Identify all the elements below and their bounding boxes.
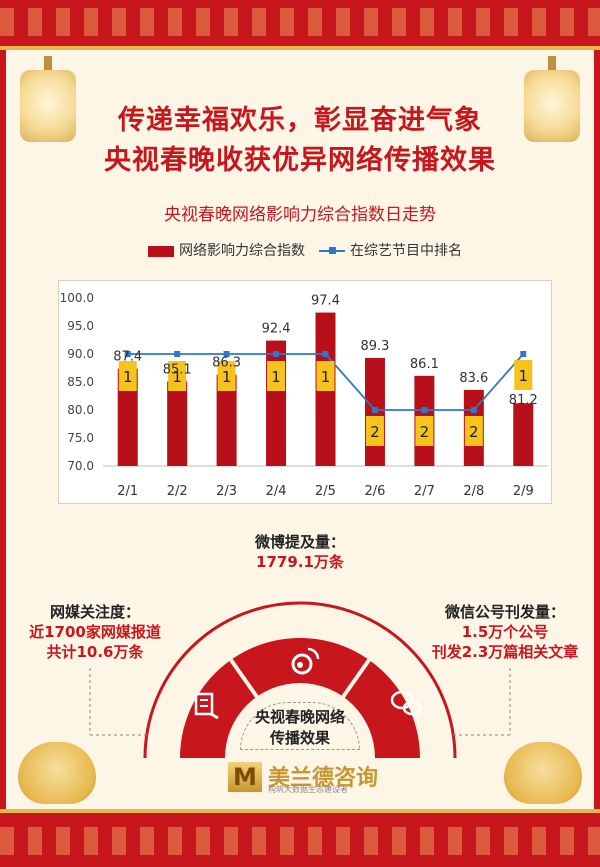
stat-wechat: 微信公号刊发量： 1.5万个公号 刊发2.3万篇相关文章 [415, 602, 595, 662]
x-tick-label: 2/4 [266, 484, 287, 499]
y-tick-label: 90.0 [67, 347, 94, 361]
stat-wechat-line1: 1.5万个公号 [461, 623, 549, 641]
y-tick-label: 80.0 [67, 403, 94, 417]
rank-badge-label: 1 [222, 368, 232, 386]
chart-legend: 网络影响力综合指数 在综艺节目中排名 [148, 240, 462, 260]
stat-weibo: 微博提及量： 1779.1万条 [200, 532, 400, 572]
rank-point [273, 351, 280, 357]
y-tick-label: 95.0 [67, 319, 94, 333]
bottom-border [0, 809, 600, 867]
chart-bar [167, 381, 188, 466]
stat-media-line1: 近1700家网媒报道 [29, 623, 161, 641]
x-tick-label: 2/9 [513, 484, 534, 499]
x-tick-label: 2/1 [117, 484, 138, 499]
y-tick-label: 85.0 [67, 375, 94, 389]
rank-badge [168, 361, 187, 391]
rank-badge [415, 416, 434, 446]
rank-badge [514, 360, 533, 390]
chart-bar [117, 368, 138, 466]
page-title-line1: 传递幸福欢乐，彰显奋进气象 [118, 105, 482, 136]
y-tick-label: 75.0 [67, 431, 94, 445]
x-tick-label: 2/3 [216, 484, 237, 499]
left-border [0, 50, 6, 809]
y-tick-label: 100.0 [60, 291, 94, 305]
rank-point [174, 351, 181, 357]
rank-badge-label: 2 [469, 423, 479, 441]
rank-badge-label: 1 [321, 368, 331, 386]
logo: M 美兰德咨询 构筑大数据生态建设者 [228, 760, 388, 796]
chart-title: 央视春晚网络影响力综合指数日走势 [164, 205, 436, 225]
rank-point [322, 351, 329, 357]
bar-value-label: 86.1 [410, 357, 439, 372]
rank-badge-label: 2 [420, 423, 430, 441]
rank-badge [464, 416, 483, 446]
rank-point [124, 351, 131, 357]
bar-value-label: 89.3 [360, 339, 389, 354]
chart-bar [513, 403, 534, 466]
center-label: 央视春晚网络 传播效果 [240, 702, 360, 750]
rank-badge-label: 1 [123, 368, 133, 386]
center-label-line1: 央视春晚网络 [254, 708, 345, 726]
stat-media-heading: 网媒关注度： [49, 603, 140, 621]
page-title-line2: 央视春晚收获优异网络传播效果 [104, 145, 496, 176]
pig-icon [18, 742, 96, 804]
x-tick-label: 2/7 [414, 484, 435, 499]
report-icon [194, 692, 219, 720]
x-tick-label: 2/6 [364, 484, 385, 499]
rank-badge [118, 361, 137, 391]
rank-point [371, 407, 378, 413]
weibo-icon [291, 647, 320, 675]
stat-wechat-heading: 微信公号刊发量： [444, 603, 565, 621]
rank-badge-label: 1 [271, 368, 281, 386]
rank-point [421, 407, 428, 413]
bar-value-label: 85.1 [163, 362, 192, 377]
rank-badge-label: 2 [370, 423, 380, 441]
wechat-icon [390, 690, 422, 716]
top-border [0, 0, 600, 50]
legend-label-bar: 网络影响力综合指数 [179, 243, 305, 259]
logo-mark: M [228, 762, 262, 792]
right-border [594, 50, 600, 809]
logo-slogan: 构筑大数据生态建设者 [268, 785, 348, 794]
chart-bar [216, 374, 237, 466]
stat-media-line2: 共计10.6万条 [46, 643, 144, 661]
x-tick-label: 2/5 [315, 484, 336, 499]
stat-weibo-value: 1779.1万条 [256, 553, 344, 571]
bar-value-label: 92.4 [262, 322, 291, 337]
rank-badge-label: 1 [172, 368, 182, 386]
rank-badge [267, 361, 286, 391]
bar-value-label: 81.2 [509, 393, 538, 408]
bar-value-label: 87.4 [113, 350, 142, 365]
bar-value-label: 97.4 [311, 294, 340, 309]
rank-point [520, 351, 527, 357]
rank-badge-label: 1 [519, 367, 529, 385]
x-tick-label: 2/2 [167, 484, 188, 499]
legend-label-line: 在综艺节目中排名 [350, 243, 462, 259]
rank-point [470, 407, 477, 413]
rank-badge [365, 416, 384, 446]
x-tick-label: 2/8 [463, 484, 484, 499]
pig-icon [504, 742, 582, 804]
legend-item-bar: 网络影响力综合指数 [148, 240, 305, 260]
chart-svg: 100.0 95.0 90.0 85.0 80.0 75.0 70.0 2/1 2/2 2/3 2/… [60, 291, 548, 499]
stat-media: 网媒关注度： 近1700家网媒报道 共计10.6万条 [10, 602, 180, 662]
legend-item-line: 在综艺节目中排名 [319, 240, 462, 260]
stat-wechat-line2: 刊发2.3万篇相关文章 [431, 643, 579, 661]
center-label-line2: 传播效果 [269, 729, 330, 747]
rank-point [223, 351, 230, 357]
lantern-icon [524, 56, 580, 142]
rank-badge [316, 361, 335, 391]
bar-value-label: 83.6 [459, 371, 488, 386]
rank-badge [217, 361, 236, 391]
logo-name: 美兰德咨询 [268, 766, 379, 791]
stat-weibo-heading: 微博提及量： [254, 533, 345, 551]
bar-value-label: 86.3 [212, 356, 241, 371]
y-tick-label: 70.0 [67, 459, 94, 473]
lantern-icon [20, 56, 76, 142]
